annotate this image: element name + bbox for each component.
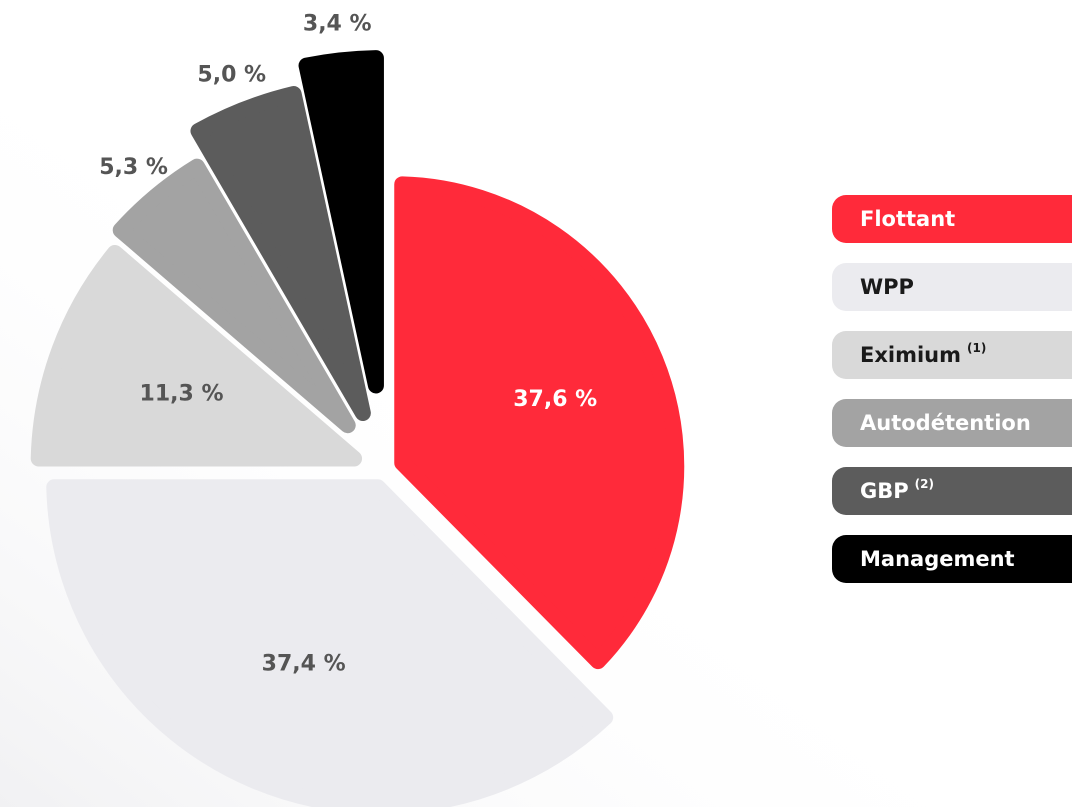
legend-name: Management <box>860 547 1015 571</box>
slice-label: 37,6 % <box>513 387 597 412</box>
slice-label: 11,3 % <box>140 382 224 407</box>
legend-name: Eximium <box>860 343 961 367</box>
legend-swatch <box>832 331 1072 379</box>
legend-swatch <box>832 263 1072 311</box>
legend-swatch <box>832 195 1072 243</box>
pie-slice <box>112 158 356 434</box>
pie-slice <box>30 244 363 467</box>
slice-label: 5,0 % <box>197 63 266 88</box>
pie-slice <box>190 86 371 422</box>
legend-name: Autodétention <box>860 411 1031 435</box>
pie-slice <box>394 176 685 670</box>
slice-label: 37,4 % <box>262 652 346 677</box>
slice-label: 3,4 % <box>303 12 372 37</box>
legend-label: WPP <box>860 275 914 299</box>
legend-note: (1) <box>967 341 986 355</box>
legend-name: Flottant <box>860 207 955 231</box>
legend-label: Autodétention <box>860 411 1031 435</box>
legend-label: GBP (2) <box>860 477 934 504</box>
pie-slice <box>298 50 384 394</box>
legend-note: (2) <box>915 477 934 491</box>
legend-swatch <box>832 399 1072 447</box>
legend-label: Eximium (1) <box>860 341 986 368</box>
legend-swatch <box>832 535 1072 583</box>
slice-label: 5,3 % <box>99 155 168 180</box>
pie-slice <box>46 479 614 807</box>
legend-name: GBP <box>860 479 909 503</box>
legend-name: WPP <box>860 275 914 299</box>
legend-swatch <box>832 467 1072 515</box>
legend-label: Flottant <box>860 207 955 231</box>
legend-label: Management <box>860 547 1015 571</box>
